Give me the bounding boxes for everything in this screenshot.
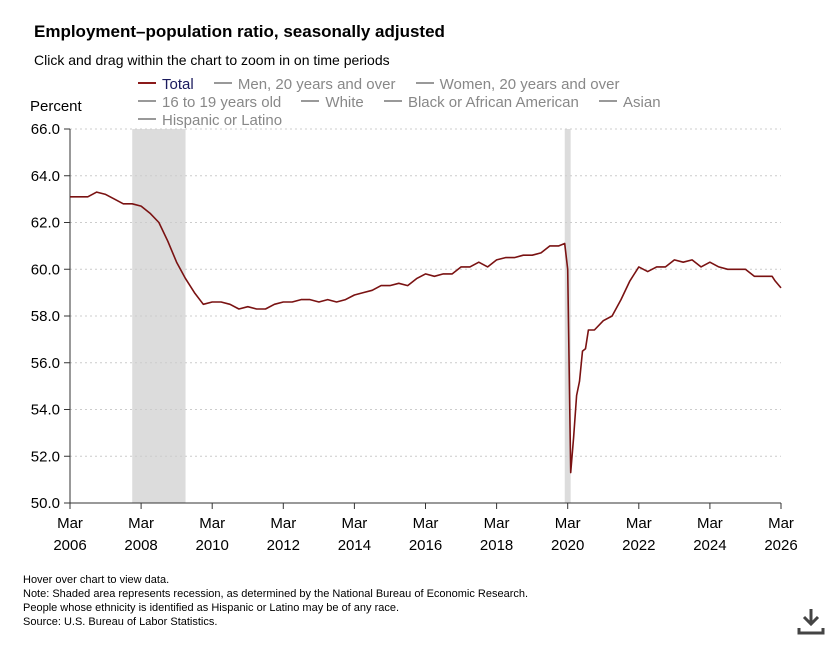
legend-swatch [599, 100, 618, 103]
series-lines [70, 191, 782, 474]
x-tick-label-year: 2014 [338, 537, 371, 554]
legend-swatch [138, 82, 156, 85]
legend-item-women[interactable]: Women, 20 years and over [415, 76, 620, 94]
y-tick-label: 58.0 [31, 308, 60, 325]
legend-swatch [138, 118, 156, 121]
chart-notes: Hover over chart to view data. Note: Sha… [23, 573, 528, 629]
legend-item-black[interactable]: Black or African American [383, 94, 579, 112]
x-tick-label-year: 2012 [267, 537, 300, 554]
note-source: Source: U.S. Bureau of Labor Statistics. [23, 616, 218, 628]
download-icon [797, 609, 825, 635]
legend-label: Black or African American [407, 94, 579, 111]
legend-swatch [301, 100, 320, 103]
x-tick-label-month: Mar [768, 515, 794, 532]
line-chart[interactable]: 50.0 52.0 54.0 56.0 58.0 60.0 62.0 64.0 66.0 Mar 2… [0, 0, 840, 570]
axes: 50.0 52.0 54.0 56.0 58.0 60.0 62.0 64.0 66.0 Mar 2… [31, 121, 798, 554]
y-tick-label: 54.0 [31, 402, 60, 419]
legend-item-asian[interactable]: Asian [599, 94, 661, 112]
x-tick-label-month: Mar [128, 515, 154, 532]
legend-swatch [415, 82, 434, 85]
x-tick-label-year: 2016 [409, 537, 442, 554]
x-tick-label-month: Mar [341, 515, 367, 532]
y-tick-label: 56.0 [31, 355, 60, 372]
x-tick-label-year: 2008 [124, 537, 157, 554]
legend-swatch [138, 100, 156, 103]
note-recession: Note: Shaded area represents recession, … [23, 588, 529, 600]
download-button[interactable] [796, 606, 826, 636]
legend-label: 16 to 19 years old [162, 94, 282, 111]
x-tick-label-year: 2010 [196, 537, 229, 554]
legend-item-teens[interactable]: 16 to 19 years old [138, 94, 281, 112]
x-tick-label-month: Mar [697, 515, 723, 532]
x-tick-label-month: Mar [270, 515, 296, 532]
y-tick-label: 60.0 [31, 261, 60, 278]
x-tick-label-month: Mar [413, 515, 439, 532]
legend-item-men[interactable]: Men, 20 years and over [213, 76, 396, 94]
legend-label: White [325, 94, 364, 111]
x-tick-label-month: Mar [626, 515, 652, 532]
legend-item-white[interactable]: White [301, 94, 364, 112]
y-axis-label: Percent [30, 98, 83, 115]
legend-label: Asian [623, 94, 661, 111]
x-tick-label-month: Mar [484, 515, 510, 532]
y-tick-label: 50.0 [31, 495, 60, 512]
x-tick-label-month: Mar [199, 515, 225, 532]
y-tick-label: 62.0 [31, 215, 60, 232]
chart-legend: Total Men, 20 years and over Women, 20 y… [138, 76, 738, 130]
gridlines [70, 128, 781, 457]
x-tick-label-year: 2024 [693, 537, 726, 554]
y-tick-label: 52.0 [31, 448, 60, 465]
x-tick-label-year: 2020 [551, 537, 584, 554]
x-tick-label-month: Mar [555, 515, 581, 532]
y-tick-label: 66.0 [31, 121, 60, 138]
x-tick-label-year: 2018 [480, 537, 513, 554]
legend-item-hispanic[interactable]: Hispanic or Latino [138, 112, 282, 130]
legend-swatch [383, 100, 402, 103]
chart-title: Employment–population ratio, seasonally … [34, 22, 445, 41]
note-ethnicity: People whose ethnicity is identified as … [23, 602, 400, 614]
series-line-total [70, 191, 782, 474]
y-tick-label: 64.0 [31, 168, 60, 185]
note-hover: Hover over chart to view data. [23, 574, 170, 586]
chart-subtitle: Click and drag within the chart to zoom … [34, 52, 390, 68]
legend-label: Hispanic or Latino [162, 112, 283, 129]
legend-label: Men, 20 years and over [237, 76, 396, 93]
x-tick-label-year: 2006 [53, 537, 86, 554]
legend-label: Total [162, 76, 194, 93]
x-tick-label-month: Mar [57, 515, 83, 532]
x-tick-label-year: 2026 [764, 537, 797, 554]
x-tick-label-year: 2022 [622, 537, 655, 554]
legend-swatch [213, 82, 232, 85]
legend-label: Women, 20 years and over [439, 76, 620, 93]
legend-item-total[interactable]: Total [138, 76, 194, 94]
